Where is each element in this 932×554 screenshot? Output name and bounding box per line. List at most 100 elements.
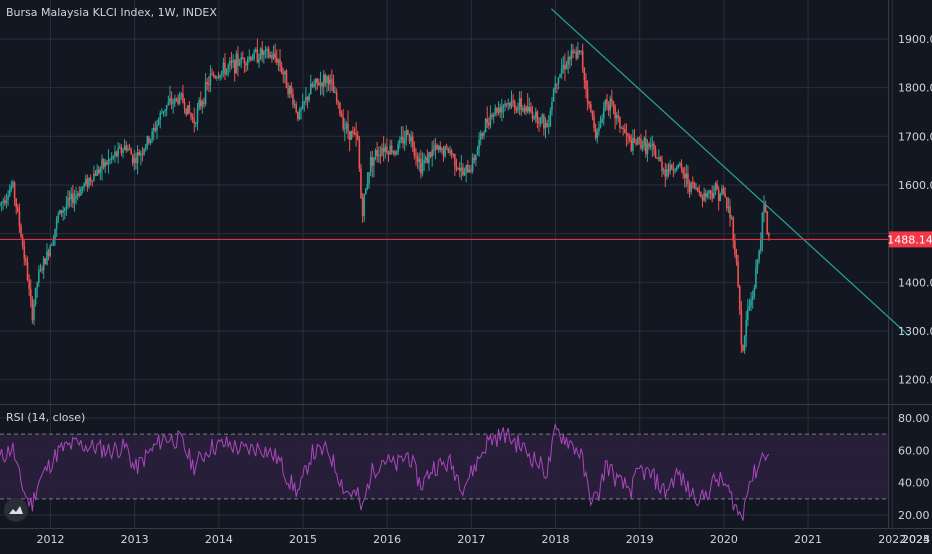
candle-body <box>604 99 607 108</box>
candle-body <box>679 163 681 165</box>
candle-body <box>50 244 53 246</box>
candle-body <box>292 94 294 105</box>
candle-body <box>670 164 673 170</box>
candle-body <box>63 208 66 211</box>
candle-body <box>714 183 717 193</box>
candle-body <box>447 147 450 154</box>
candle-body <box>402 136 404 144</box>
candle-body <box>2 200 5 202</box>
candle-body <box>140 153 142 156</box>
candle-body <box>657 157 660 159</box>
candle-body <box>206 82 208 85</box>
candle-body <box>536 111 539 123</box>
candle-body <box>118 147 121 149</box>
candle-body <box>25 258 27 262</box>
candle-body <box>420 158 422 174</box>
time-axis-tick-label: 2018 <box>542 533 570 546</box>
candle-body <box>293 104 296 106</box>
candle-body <box>763 205 765 213</box>
current-price-label: 1488.14 <box>887 233 932 246</box>
candle-body <box>751 296 754 300</box>
candle-body <box>261 48 264 56</box>
candle-body <box>151 131 153 140</box>
candle-body <box>167 102 170 105</box>
candle-body <box>549 110 552 127</box>
candle-body <box>46 251 48 265</box>
candle-body <box>377 154 380 156</box>
candle-body <box>107 159 110 165</box>
candle-body <box>591 112 594 117</box>
candle-body <box>598 127 600 132</box>
candle-body <box>510 100 513 107</box>
candle-body <box>645 137 647 155</box>
candle-body <box>755 267 757 288</box>
candle-body <box>386 146 388 153</box>
price-axis-tick-label: 1200.00 <box>898 374 932 387</box>
candle-body <box>301 101 304 109</box>
candle-body <box>428 152 430 164</box>
candle-body <box>522 108 524 111</box>
candle-body <box>445 146 448 148</box>
tradingview-logo-icon[interactable] <box>4 498 28 522</box>
rsi-line <box>0 422 770 521</box>
candle-body <box>643 137 646 146</box>
candle-body <box>240 57 242 64</box>
candle-body <box>130 149 132 155</box>
trendline-drawing[interactable] <box>550 8 910 337</box>
candle-body <box>688 184 691 192</box>
candle-body <box>399 140 401 144</box>
candle-body <box>80 188 82 196</box>
candle-body <box>649 144 652 148</box>
rsi-indicator-label[interactable]: RSI (14, close) <box>6 411 86 424</box>
candle-body <box>225 68 228 75</box>
candle-body <box>640 138 642 149</box>
candle-body <box>408 134 411 142</box>
candle-body <box>562 64 565 69</box>
candle-body <box>392 151 395 153</box>
candle-body <box>332 81 335 93</box>
candle-body <box>551 101 553 111</box>
candle-body <box>381 148 383 156</box>
candle-body <box>18 211 21 227</box>
candle-body <box>62 210 64 213</box>
candle-body <box>706 193 709 197</box>
candle-body <box>622 127 624 129</box>
candle-body <box>683 173 686 179</box>
candle-body <box>241 57 244 59</box>
candle-body <box>484 118 487 133</box>
candle-body <box>564 64 566 70</box>
time-axis-tick-label: 2024 <box>902 533 930 546</box>
candle-body <box>546 123 548 128</box>
candle-body <box>541 114 544 118</box>
candle-body <box>216 77 218 79</box>
candle-body <box>554 83 557 90</box>
candle-body <box>614 105 616 119</box>
candle-body <box>431 149 433 157</box>
candle-body <box>185 108 187 115</box>
candle-body <box>507 102 510 104</box>
candle-body <box>722 188 725 194</box>
candle-body <box>499 107 501 113</box>
candle-body <box>462 167 464 176</box>
candle-body <box>525 106 527 112</box>
candle-body <box>28 280 30 289</box>
candle-body <box>452 154 455 156</box>
candle-body <box>198 100 200 109</box>
candle-body <box>439 146 442 151</box>
candle-body <box>233 60 236 74</box>
candle-body <box>99 168 102 173</box>
candle-body <box>612 101 615 106</box>
candle-body <box>732 217 735 241</box>
candle-body <box>768 233 770 237</box>
candle-body <box>86 178 89 187</box>
candle-body <box>517 107 519 111</box>
candle-body <box>284 70 286 75</box>
candle-body <box>471 157 474 171</box>
candle-body <box>533 117 535 119</box>
candle-body <box>700 191 702 197</box>
candle-body <box>67 197 69 206</box>
candle-body <box>619 117 621 129</box>
candle-body <box>735 254 738 262</box>
